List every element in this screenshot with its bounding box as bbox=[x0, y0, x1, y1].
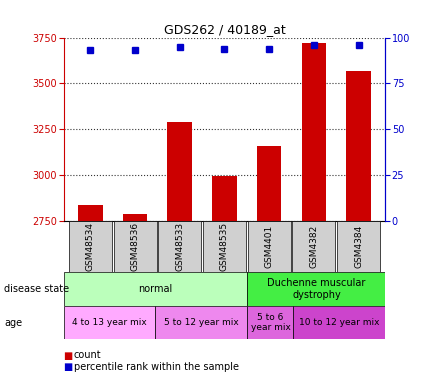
Bar bbox=[158, 221, 201, 272]
Text: 4 to 13 year mix: 4 to 13 year mix bbox=[72, 318, 147, 327]
Text: GSM48534: GSM48534 bbox=[86, 222, 95, 271]
Text: Duchenne muscular
dystrophy: Duchenne muscular dystrophy bbox=[267, 278, 366, 300]
Text: disease state: disease state bbox=[4, 284, 70, 294]
Text: age: age bbox=[4, 318, 22, 327]
Bar bbox=[155, 306, 247, 339]
Bar bbox=[293, 306, 385, 339]
Text: percentile rank within the sample: percentile rank within the sample bbox=[74, 362, 239, 372]
Bar bbox=[247, 272, 385, 306]
Bar bbox=[346, 70, 371, 221]
Bar bbox=[64, 306, 155, 339]
Text: count: count bbox=[74, 351, 101, 360]
Bar bbox=[123, 214, 147, 221]
Text: normal: normal bbox=[138, 284, 173, 294]
Text: GSM4382: GSM4382 bbox=[309, 225, 318, 268]
Text: GSM4384: GSM4384 bbox=[354, 225, 363, 268]
Bar bbox=[78, 205, 102, 221]
Bar bbox=[337, 221, 380, 272]
Text: 10 to 12 year mix: 10 to 12 year mix bbox=[299, 318, 380, 327]
Text: ■: ■ bbox=[64, 362, 73, 372]
Bar bbox=[247, 306, 293, 339]
Text: GSM48535: GSM48535 bbox=[220, 222, 229, 271]
Title: GDS262 / 40189_at: GDS262 / 40189_at bbox=[164, 23, 285, 36]
Text: GSM4401: GSM4401 bbox=[265, 225, 274, 268]
Bar bbox=[69, 221, 112, 272]
Bar bbox=[167, 122, 192, 221]
Bar bbox=[203, 221, 246, 272]
Text: 5 to 6
year mix: 5 to 6 year mix bbox=[251, 313, 290, 332]
Bar bbox=[293, 221, 336, 272]
Bar bbox=[248, 221, 291, 272]
Bar bbox=[212, 176, 237, 221]
Bar bbox=[64, 272, 247, 306]
Text: GSM48533: GSM48533 bbox=[175, 222, 184, 271]
Bar bbox=[302, 43, 326, 221]
Bar bbox=[257, 146, 282, 221]
Bar bbox=[113, 221, 156, 272]
Text: 5 to 12 year mix: 5 to 12 year mix bbox=[164, 318, 239, 327]
Text: ■: ■ bbox=[64, 351, 73, 360]
Text: GSM48536: GSM48536 bbox=[131, 222, 140, 271]
